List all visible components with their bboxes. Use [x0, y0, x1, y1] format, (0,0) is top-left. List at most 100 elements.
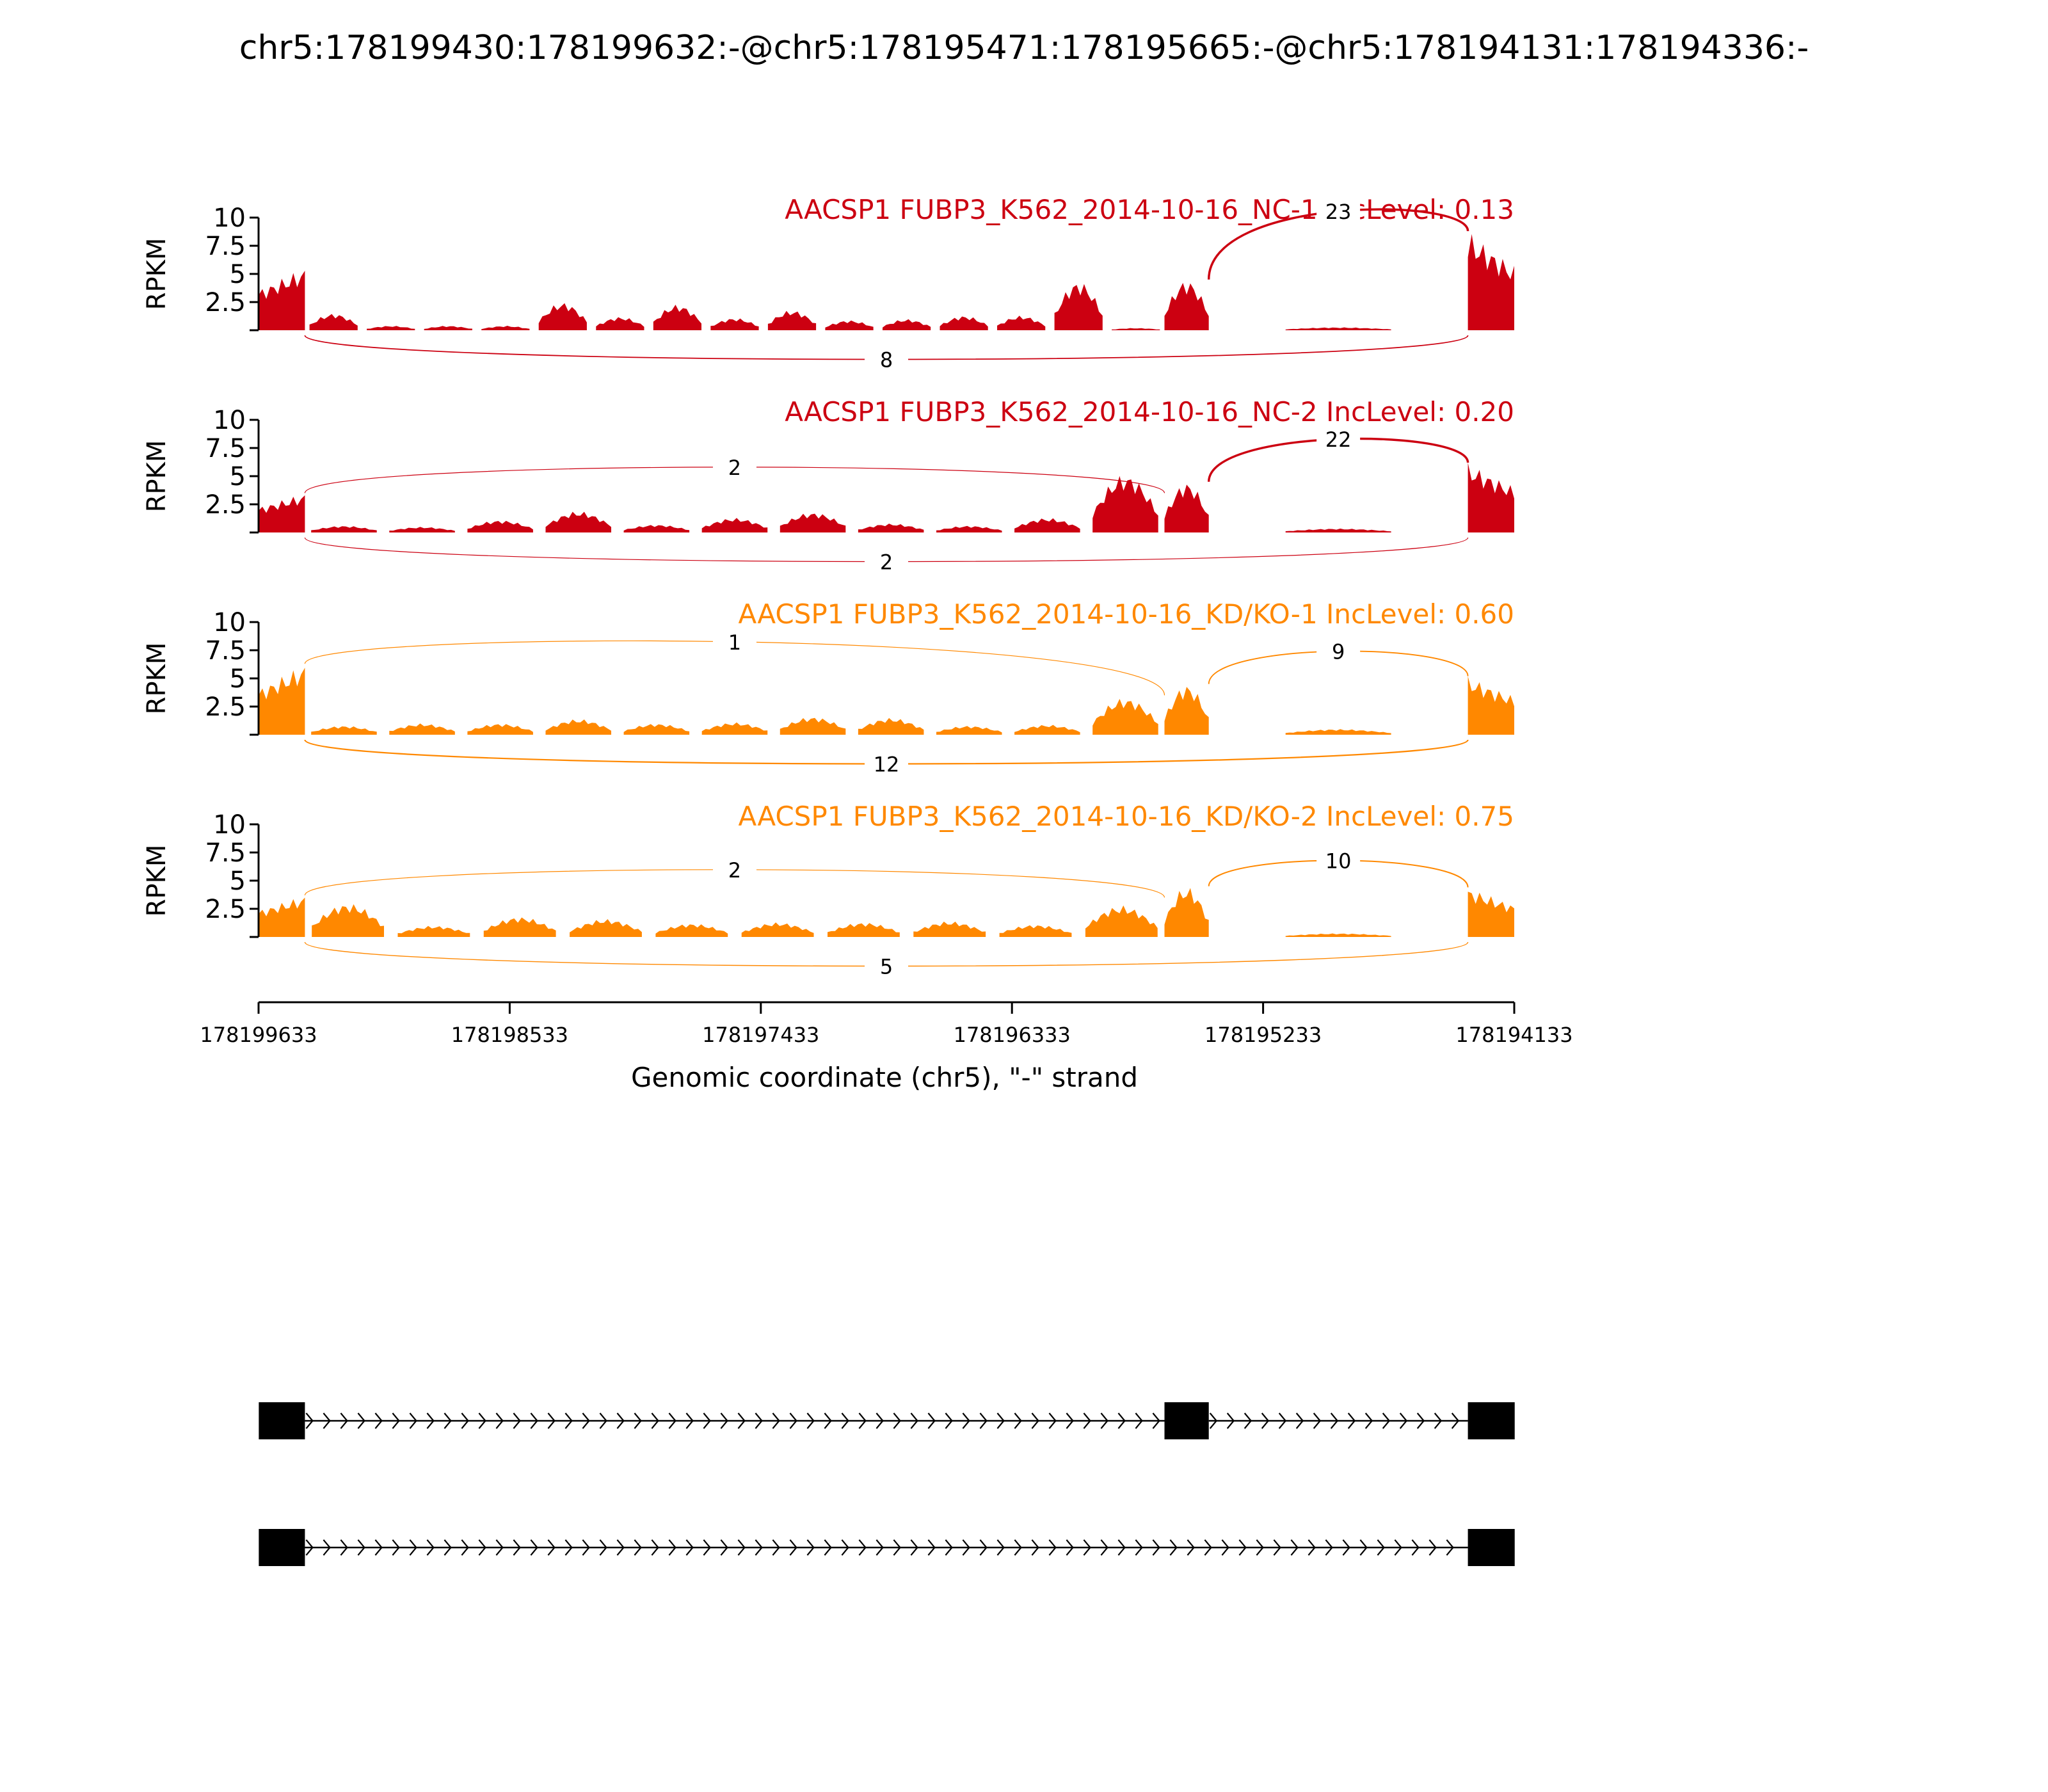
strand-arrow [323, 1539, 331, 1556]
strand-arrow [1152, 1412, 1160, 1429]
coverage-bar [999, 925, 1072, 937]
x-tick-label: 178199633 [200, 1023, 317, 1047]
coverage-bar [701, 518, 768, 532]
strand-arrow [1261, 1412, 1270, 1429]
y-tick-label: 10 [213, 810, 246, 840]
strand-arrow [1290, 1539, 1299, 1556]
coverage-bar [913, 922, 986, 937]
strand-arrow [1451, 1412, 1460, 1429]
strand-arrow [841, 1539, 849, 1556]
junction-count: 12 [874, 753, 900, 777]
strand-arrow [962, 1539, 970, 1556]
junction-count: 5 [880, 955, 893, 979]
strand-arrow [910, 1539, 918, 1556]
strand-arrow [1048, 1412, 1057, 1429]
gene-structure [259, 1402, 1515, 1566]
strand-arrow [1066, 1412, 1074, 1429]
exon-box [1468, 1402, 1515, 1439]
strand-arrow [1399, 1412, 1408, 1429]
strand-arrow [495, 1412, 504, 1429]
junction-count: 22 [1325, 428, 1352, 452]
junction-count: 2 [728, 456, 741, 480]
junction-count: 2 [880, 550, 893, 575]
strand-arrow [737, 1539, 746, 1556]
coverage-bar [538, 303, 587, 330]
strand-arrow [530, 1539, 538, 1556]
strand-arrow [1209, 1412, 1218, 1429]
strand-arrow [772, 1412, 780, 1429]
strand-arrow [1238, 1539, 1247, 1556]
strand-arrow [1359, 1539, 1368, 1556]
strand-arrow [651, 1412, 659, 1429]
y-tick-label: 5 [230, 867, 246, 896]
coverage-bar [1112, 328, 1160, 330]
strand-arrow [668, 1539, 676, 1556]
coverage-bar [710, 318, 759, 330]
strand-arrow [1364, 1412, 1373, 1429]
strand-arrow [547, 1539, 556, 1556]
strand-arrow [1308, 1539, 1316, 1556]
strand-arrow [1031, 1539, 1039, 1556]
strand-arrow [374, 1412, 383, 1429]
strand-arrow [616, 1412, 625, 1429]
y-axis-label: RPKM [142, 440, 172, 513]
strand-arrow [1313, 1412, 1322, 1429]
x-tick-label: 178198533 [451, 1023, 568, 1047]
coverage-bar [467, 724, 533, 735]
junction-label-background [712, 452, 756, 479]
strand-arrow [1117, 1412, 1126, 1429]
strand-arrow [1244, 1412, 1252, 1429]
strand-arrow [1100, 1412, 1108, 1429]
coverage-bar [936, 726, 1002, 735]
strand-arrow [340, 1539, 348, 1556]
figure-title: chr5:178199430:178199632:-@chr5:17819547… [239, 29, 1809, 67]
strand-arrow [1204, 1539, 1212, 1556]
strand-arrow [305, 1539, 314, 1556]
coverage-bar [1085, 905, 1158, 937]
y-axis-label: RPKM [142, 643, 172, 715]
strand-arrow [564, 1412, 573, 1429]
coverage-bar [767, 310, 817, 330]
coverage-bar [545, 511, 612, 532]
strand-arrow [651, 1539, 659, 1556]
strand-arrow [1434, 1412, 1443, 1429]
strand-arrow [426, 1412, 435, 1429]
strand-arrow [979, 1539, 988, 1556]
strand-arrow [703, 1539, 711, 1556]
y-tick-label: 2.5 [205, 490, 246, 520]
strand-arrow [1377, 1539, 1385, 1556]
strand-arrow [1295, 1412, 1304, 1429]
strand-arrow [720, 1412, 728, 1429]
strand-arrow [1100, 1539, 1108, 1556]
coverage-bar [311, 526, 377, 532]
strand-arrow [858, 1539, 867, 1556]
y-tick-label: 7.5 [205, 232, 246, 261]
strand-arrow [634, 1539, 642, 1556]
coverage-bar [259, 495, 305, 532]
coverage-bar [467, 520, 533, 532]
strand-arrow [893, 1539, 901, 1556]
strand-arrow [927, 1539, 936, 1556]
strand-arrow [824, 1412, 832, 1429]
coverage-bar [1014, 724, 1080, 735]
strand-arrow [392, 1412, 400, 1429]
strand-arrow [1014, 1412, 1022, 1429]
x-tick-label: 178194133 [1455, 1023, 1572, 1047]
strand-arrow [1394, 1539, 1402, 1556]
strand-arrow [893, 1412, 901, 1429]
strand-arrow [426, 1539, 435, 1556]
junction-label-background [712, 627, 756, 653]
coverage-bar [309, 314, 358, 330]
coverage-bar [623, 525, 690, 532]
junction-label-background [865, 749, 908, 776]
coverage-bar [397, 925, 470, 937]
strand-arrow [478, 1412, 486, 1429]
junction-label-background [865, 345, 908, 371]
coverage-bar [858, 524, 924, 532]
coverage-bar [259, 271, 305, 330]
